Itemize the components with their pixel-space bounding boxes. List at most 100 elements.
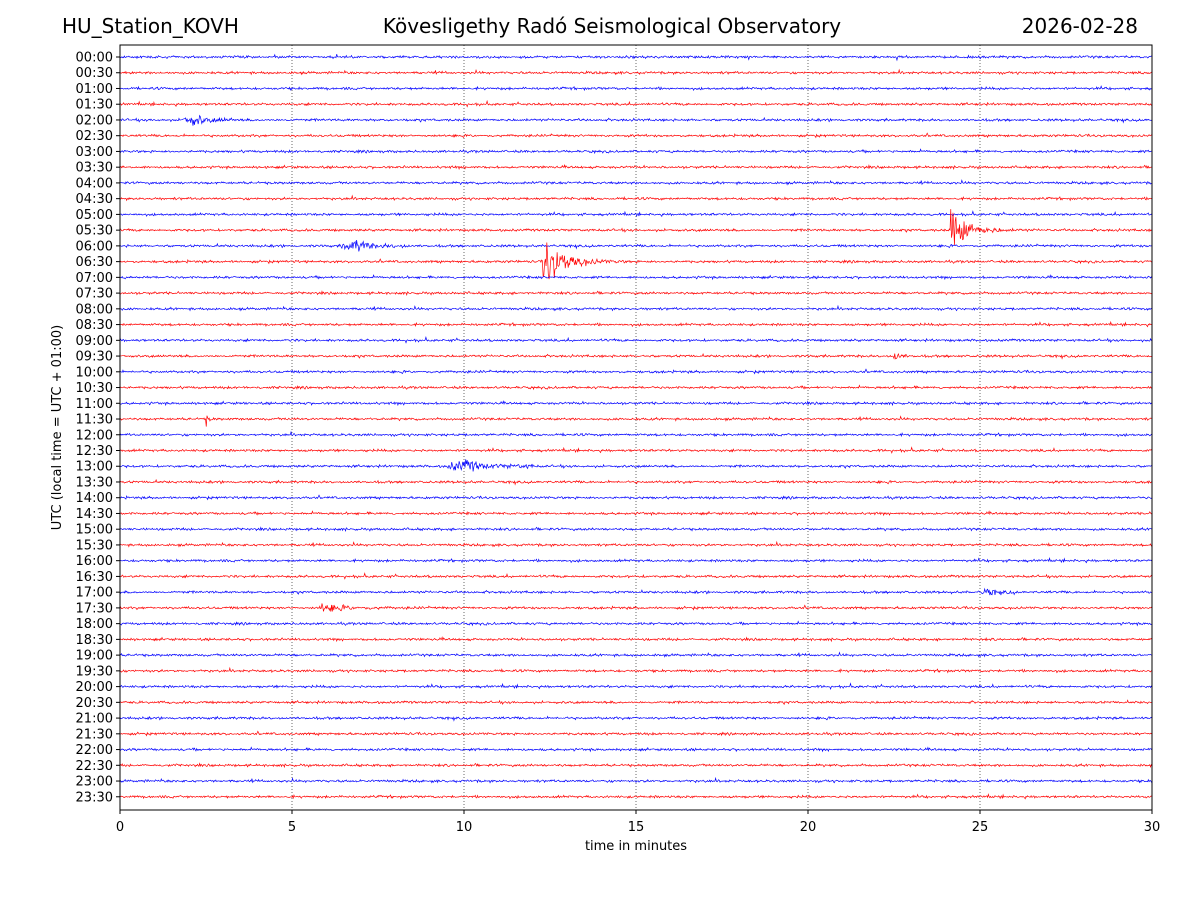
y-tick-label: 02:30 <box>76 129 113 144</box>
trace-1930 <box>119 666 1152 674</box>
trace-1030 <box>119 384 1153 391</box>
trace-1000 <box>119 368 1153 375</box>
y-tick-label: 09:30 <box>76 350 113 365</box>
y-tick-label: 22:30 <box>76 759 113 774</box>
y-tick-label: 06:00 <box>76 239 113 254</box>
y-tick-label: 23:00 <box>76 775 113 790</box>
y-tick-label: 21:30 <box>76 727 113 742</box>
y-tick-label: 08:30 <box>76 318 113 333</box>
trace-0030 <box>119 68 1153 76</box>
y-tick-label: 15:00 <box>76 523 113 538</box>
trace-1230 <box>119 446 1153 454</box>
x-axis: 0 5 10 15 20 25 30 <box>116 810 1160 835</box>
y-tick-label: 13:30 <box>76 475 113 490</box>
trace-1830 <box>119 636 1153 643</box>
y-tick-label: 23:30 <box>76 790 113 805</box>
y-tick-label: 01:30 <box>76 98 113 113</box>
y-tick-label: 15:30 <box>76 538 113 553</box>
trace-0330 <box>119 163 1153 171</box>
trace-0130 <box>119 99 1153 108</box>
trace-2300 <box>119 776 1153 784</box>
y-tick-label: 16:00 <box>76 554 113 569</box>
y-tick-label: 07:30 <box>76 287 113 302</box>
x-tick-label: 5 <box>288 820 296 835</box>
y-tick-label: 17:00 <box>76 586 113 601</box>
trace-0900 <box>119 336 1153 344</box>
y-tick-label: 18:30 <box>76 633 113 648</box>
y-tick-label: 02:00 <box>76 113 113 128</box>
y-tick-label: 01:00 <box>76 82 113 97</box>
y-tick-label: 14:00 <box>76 491 113 506</box>
trace-0600 <box>119 240 1153 252</box>
chart-title: Kövesligethy Radó Seismological Observat… <box>382 14 842 38</box>
y-tick-label: 03:30 <box>76 161 113 176</box>
y-tick-label: 00:00 <box>76 51 113 66</box>
trace-1330 <box>119 478 1153 486</box>
x-tick-label: 25 <box>972 820 989 835</box>
y-tick-label: 18:00 <box>76 617 113 632</box>
y-tick-label: 05:30 <box>76 224 113 239</box>
y-tick-label: 05:00 <box>76 208 113 223</box>
trace-2200 <box>119 746 1153 753</box>
trace-0400 <box>119 179 1153 186</box>
trace-2000 <box>119 682 1153 690</box>
trace-1900 <box>119 651 1152 658</box>
trace-0430 <box>119 194 1153 202</box>
x-tick-label: 30 <box>1144 820 1161 835</box>
y-tick-label: 04:30 <box>76 192 113 207</box>
trace-0300 <box>119 148 1153 155</box>
x-tick-label: 15 <box>628 820 645 835</box>
trace-1800 <box>119 620 1153 627</box>
y-tick-label: 10:00 <box>76 365 113 380</box>
traces <box>119 53 1153 800</box>
y-tick-label: 22:00 <box>76 743 113 758</box>
y-tick-label: 13:00 <box>76 460 113 475</box>
trace-1430 <box>119 510 1153 517</box>
trace-0230 <box>119 132 1153 139</box>
trace-1630 <box>119 572 1153 580</box>
trace-2100 <box>119 715 1153 722</box>
y-tick-label: 12:30 <box>76 444 113 459</box>
trace-1530 <box>119 540 1153 548</box>
x-tick-label: 0 <box>116 820 124 835</box>
trace-1700 <box>119 587 1153 596</box>
trace-0700 <box>119 274 1153 281</box>
trace-0100 <box>119 85 1153 92</box>
trace-0730 <box>119 290 1153 296</box>
trace-1500 <box>119 526 1153 533</box>
trace-0930 <box>119 352 1153 360</box>
trace-0200 <box>119 114 1153 126</box>
y-tick-label: 11:30 <box>76 413 113 428</box>
trace-1730 <box>119 603 1153 612</box>
trace-1600 <box>119 556 1153 564</box>
y-tick-label: 08:00 <box>76 302 113 317</box>
y-tick-label: 07:00 <box>76 271 113 286</box>
x-tick-label: 10 <box>456 820 473 835</box>
trace-0500 <box>119 210 1153 218</box>
grid-lines <box>291 45 981 810</box>
y-tick-label: 04:00 <box>76 176 113 191</box>
y-tick-label: 00:30 <box>76 66 113 81</box>
trace-2230 <box>119 762 1153 769</box>
x-axis-label: time in minutes <box>585 839 687 854</box>
date-title: 2026-02-28 <box>1021 14 1138 38</box>
y-axis-label: UTC (local time = UTC + 01:00) <box>50 325 65 530</box>
trace-2130 <box>119 730 1153 737</box>
y-tick-label: 12:00 <box>76 428 113 443</box>
y-tick-label: 17:30 <box>76 601 113 616</box>
y-axis: 00:0000:3001:0001:3002:0002:3003:0003:30… <box>76 51 120 805</box>
y-tick-label: 11:00 <box>76 397 113 412</box>
trace-1100 <box>119 400 1153 407</box>
trace-0800 <box>119 304 1153 312</box>
trace-0000 <box>119 53 1153 62</box>
trace-1400 <box>119 494 1153 501</box>
y-tick-label: 14:30 <box>76 507 113 522</box>
station-title: HU_Station_KOVH <box>62 14 239 38</box>
y-tick-label: 21:00 <box>76 712 113 727</box>
x-tick-label: 20 <box>800 820 817 835</box>
y-tick-label: 19:00 <box>76 649 113 664</box>
trace-2330 <box>119 793 1153 800</box>
y-tick-label: 09:00 <box>76 334 113 349</box>
y-tick-label: 19:30 <box>76 664 113 679</box>
